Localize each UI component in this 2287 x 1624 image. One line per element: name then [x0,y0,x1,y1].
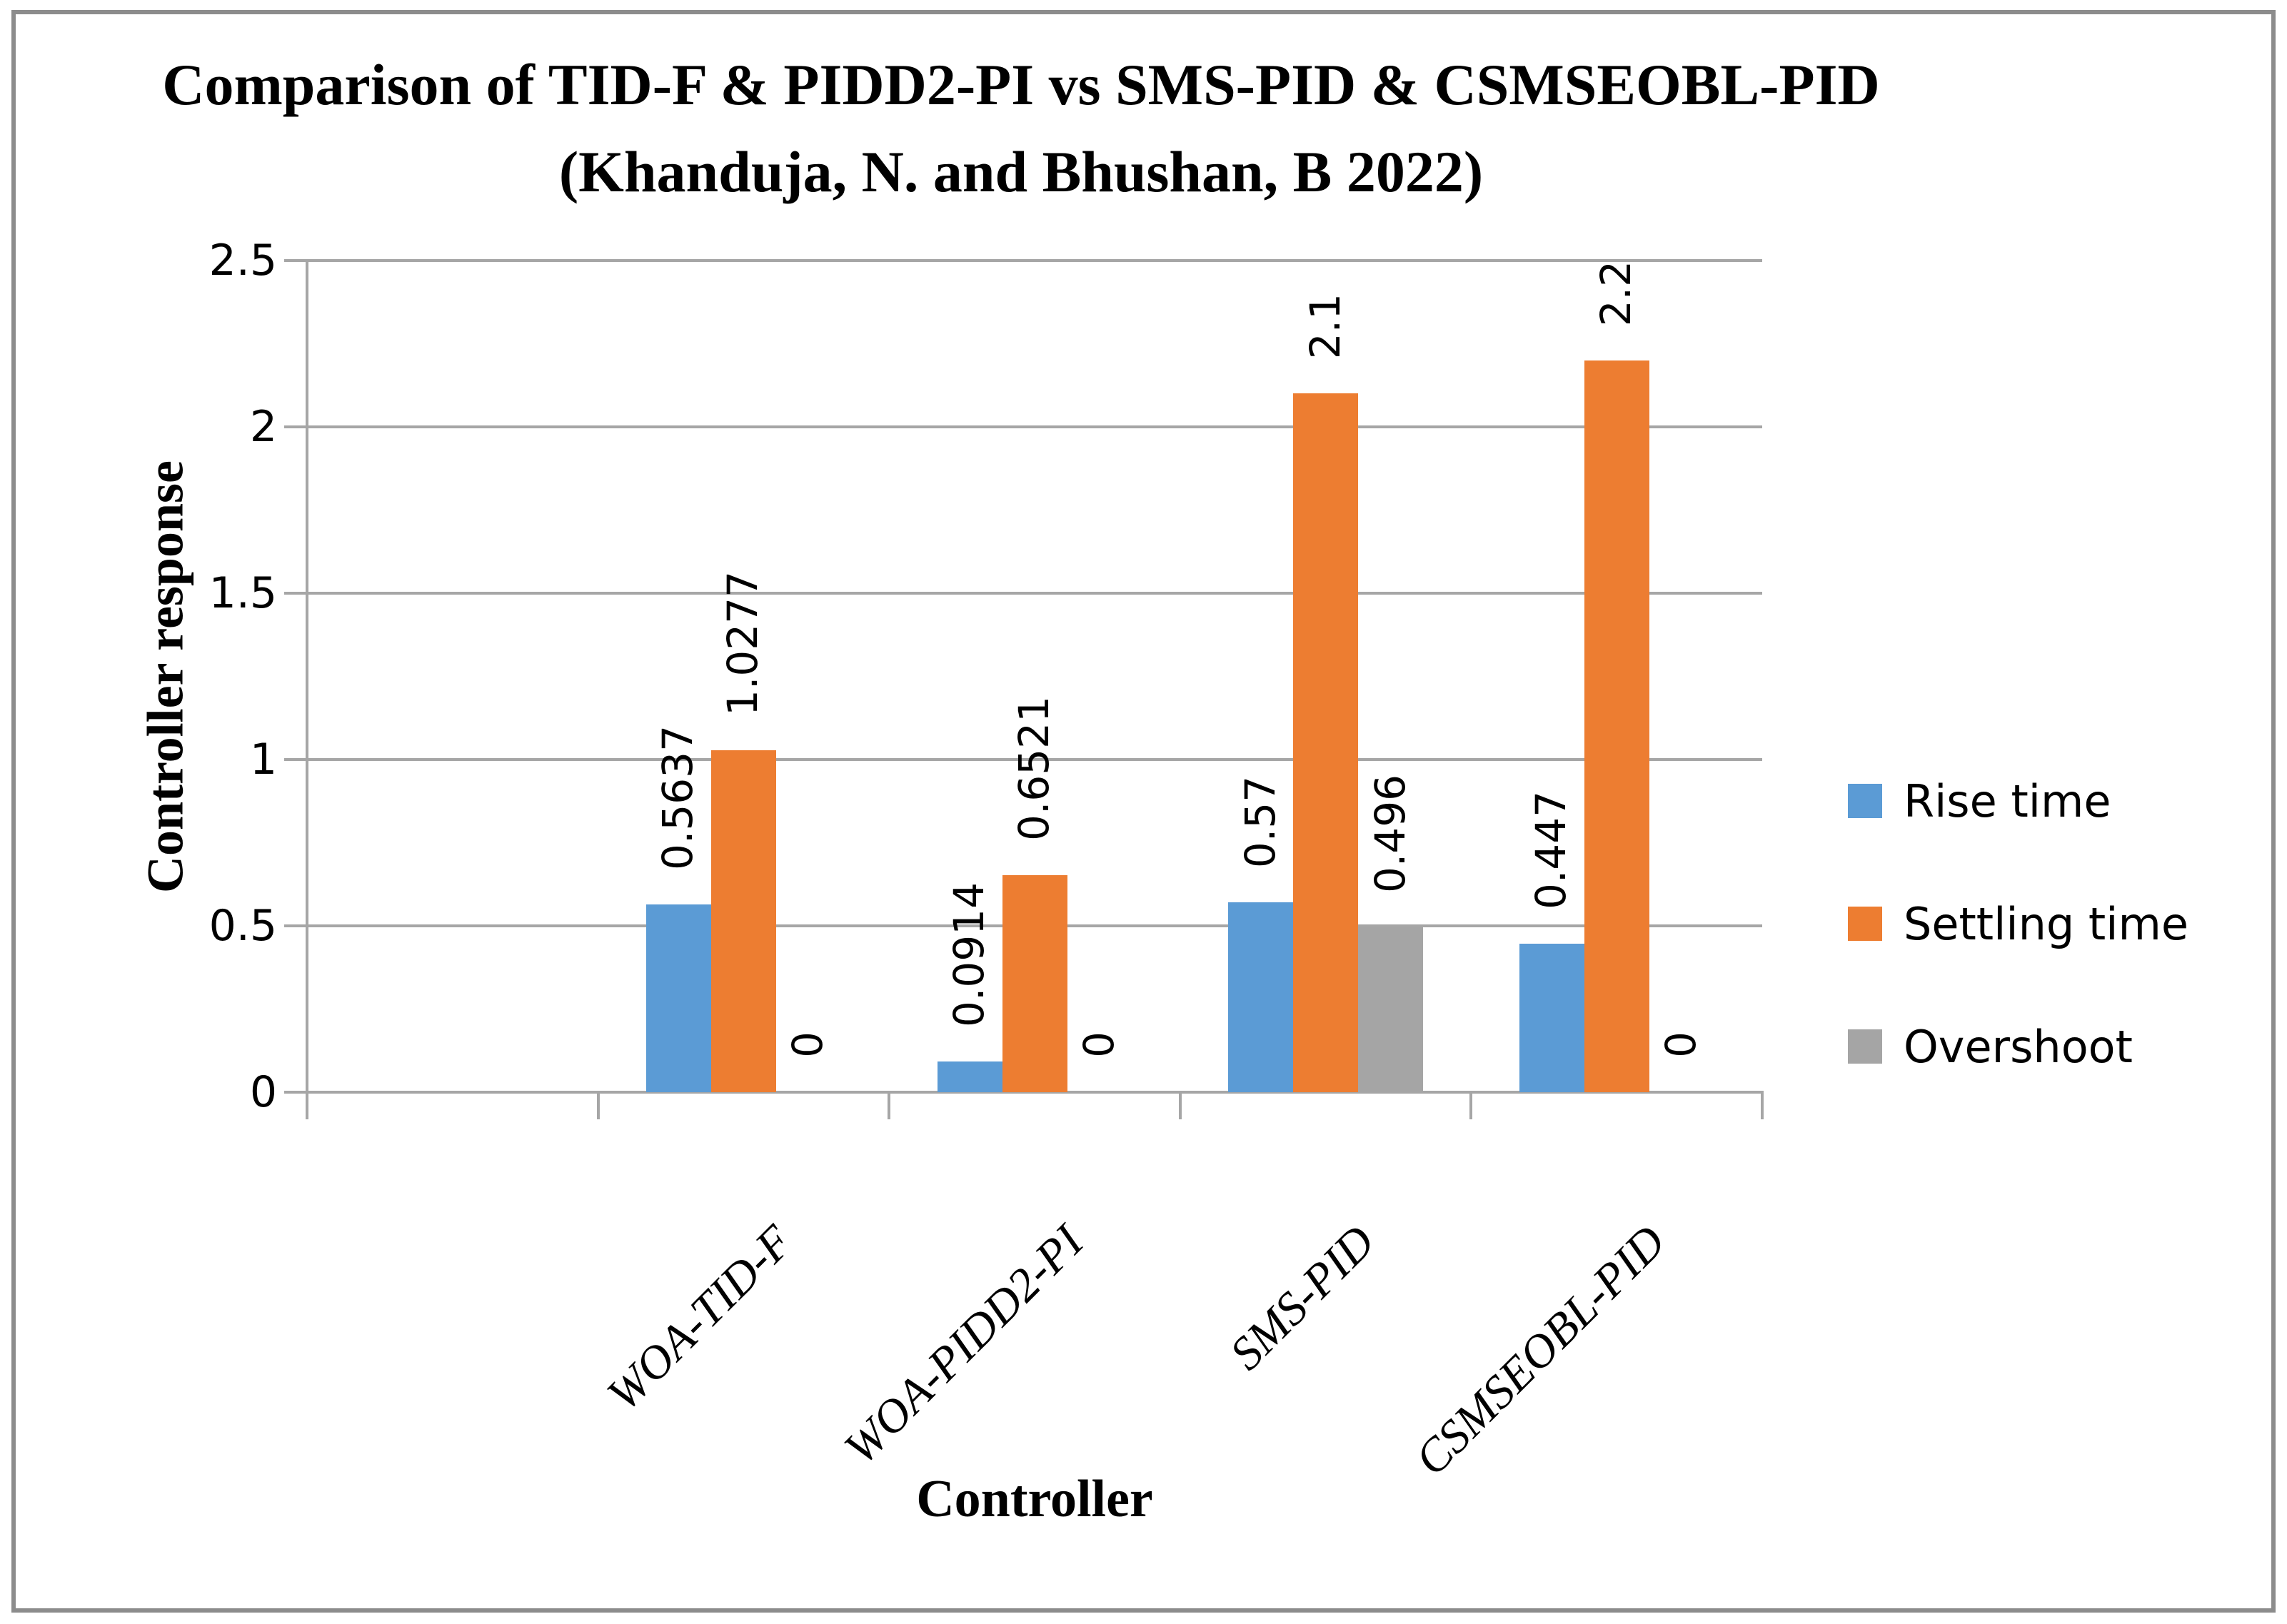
x-axis-title: Controller [916,1470,1153,1528]
data-label-settling-time-woa-pidd2-pi: 0.6521 [1010,696,1058,842]
legend-label-settling-time: Settling time [1904,897,2189,950]
legend-swatch-rise-time [1848,784,1882,818]
y-axis-tick-1.5 [284,592,327,595]
gridline-1.5 [307,592,1762,595]
data-label-rise-time-csmseobl-pid: 0.447 [1527,790,1576,909]
bar-rise-time-csmseobl-pid [1519,943,1584,1092]
bar-rise-time-woa-pidd2-pi [937,1061,1002,1092]
legend-item-settling-time: Settling time [1848,897,2188,951]
y-axis-line [306,259,308,1094]
chart-title: Comparison of TID-F & PIDD2-PI vs SMS-PI… [107,41,1935,216]
data-label-overshoot-sms-pid: 0.496 [1365,774,1414,893]
chart-border [11,10,2276,1613]
y-axis-tick-0.5 [284,924,327,927]
y-axis-tick-2 [284,425,327,428]
y-axis-tick-label: 1.5 [208,568,277,618]
data-label-settling-time-woa-tid-f: 1.0277 [718,571,768,717]
bar-overshoot-sms-pid [1358,927,1424,1092]
x-axis-tick-4 [1469,1092,1473,1119]
bar-rise-time-woa-tid-f [645,904,711,1092]
legend-label-overshoot: Overshoot [1904,1020,2133,1073]
y-axis-tick-label: 2 [249,402,277,452]
y-axis-tick-label: 0.5 [208,901,277,951]
data-label-settling-time-csmseobl-pid: 2.2 [1592,260,1641,326]
y-axis-title: Controller response [136,460,194,893]
y-axis-tick-label: 1 [249,735,277,785]
data-label-overshoot-woa-pidd2-pi: 0 [1075,1032,1123,1058]
data-label-overshoot-woa-tid-f: 0 [783,1032,833,1058]
y-axis-tick-1 [284,758,327,761]
gridline-2.5 [307,259,1762,262]
x-axis-tick-3 [1178,1092,1182,1119]
x-axis-line [306,1091,1764,1094]
chart-title-line-1: Comparison of TID-F & PIDD2-PI vs SMS-PI… [162,52,1880,117]
x-axis-tick-1 [596,1092,600,1119]
y-axis-tick-label: 2.5 [208,236,277,286]
x-axis-tick-2 [888,1092,891,1119]
x-axis-tick-0 [306,1092,308,1119]
legend-swatch-settling-time [1848,907,1882,941]
bar-settling-time-woa-tid-f [710,750,776,1092]
data-label-settling-time-sms-pid: 2.1 [1300,293,1349,360]
plot-area: 0.5637 0.0914 0.57 0.447 1.0277 0.6521 2.1 2.2 0… [306,259,1764,1094]
y-axis-tick-2.5 [284,259,327,262]
bar-rise-time-sms-pid [1228,902,1294,1092]
chart-title-line-2: (Khanduja, N. and Bhushan, B 2022) [558,139,1484,204]
y-axis-tick-label: 0 [249,1067,277,1117]
bar-settling-time-sms-pid [1293,393,1359,1092]
data-label-rise-time-woa-pidd2-pi: 0.0914 [945,882,993,1028]
legend-label-rise-time: Rise time [1904,775,2111,827]
legend-item-overshoot: Overshoot [1848,1019,2133,1074]
data-label-rise-time-sms-pid: 0.57 [1235,776,1285,869]
data-label-rise-time-woa-tid-f: 0.5637 [653,725,703,871]
bar-settling-time-csmseobl-pid [1584,360,1649,1092]
gridline-2 [307,425,1762,428]
x-axis-tick-5 [1761,1092,1764,1119]
data-label-overshoot-csmseobl-pid: 0 [1657,1032,1706,1058]
legend-swatch-overshoot [1848,1029,1882,1064]
legend-item-rise-time: Rise time [1848,774,2111,828]
gridline-1 [307,758,1762,761]
bar-settling-time-woa-pidd2-pi [1002,875,1067,1092]
